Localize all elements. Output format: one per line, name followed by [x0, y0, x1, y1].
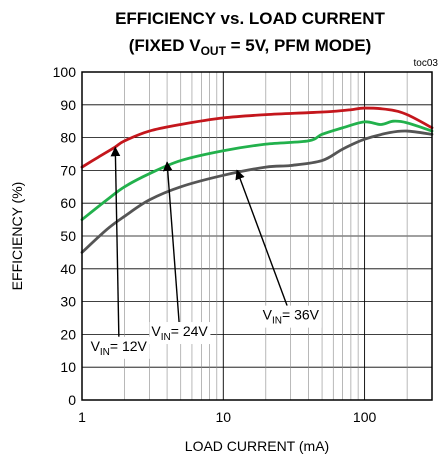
series-line-vin-36v — [80, 129, 434, 254]
y-tick-label: 30 — [60, 294, 76, 310]
plot-frame — [81, 71, 433, 401]
annotation-suffix: = 36V — [282, 307, 320, 323]
annotation-prefix: V — [151, 323, 161, 339]
y-axis-label: EFFICIENCY (%) — [9, 182, 25, 291]
y-tick-label: 40 — [60, 261, 76, 277]
x-tick-label: 100 — [353, 409, 377, 425]
subtitle-prefix: (FIXED V — [129, 36, 201, 55]
y-tick-label: 50 — [60, 228, 76, 244]
annotation-subscript: IN — [272, 316, 282, 327]
y-tick-label: 10 — [60, 359, 76, 375]
annotation-background — [149, 322, 211, 345]
chart-subtitle: (FIXED VOUT = 5V, PFM MODE) — [129, 36, 371, 58]
y-tick-label: 70 — [60, 162, 76, 178]
annotation-prefix: V — [91, 338, 101, 354]
subtitle-subscript: OUT — [201, 44, 227, 58]
series-line-vin-12v — [80, 106, 434, 169]
annotation-prefix: V — [263, 307, 273, 323]
x-tick-label: 1 — [78, 409, 86, 425]
y-tick-label: 60 — [60, 195, 76, 211]
y-tick-label: 20 — [60, 326, 76, 342]
annotation-label: VIN= 24V — [151, 323, 208, 343]
annotation-label: VIN= 12V — [91, 338, 148, 358]
x-axis-label: LOAD CURRENT (mA) — [185, 438, 329, 454]
annotation-subscript: IN — [100, 347, 110, 358]
y-tick-label: 90 — [60, 97, 76, 113]
figure-tag: toc03 — [414, 58, 438, 69]
annotation-arrow — [235, 169, 288, 306]
annotation-background — [88, 336, 150, 359]
x-tick-label: 10 — [216, 409, 232, 425]
chart-title: EFFICIENCY vs. LOAD CURRENT — [115, 9, 385, 28]
annotation-arrow — [110, 146, 121, 337]
annotation-suffix: = 24V — [171, 323, 209, 339]
annotation-subscript: IN — [161, 332, 171, 343]
annotation-arrow — [162, 161, 180, 323]
annotation-background — [260, 305, 322, 328]
y-tick-label: 0 — [68, 392, 76, 408]
y-tick-label: 80 — [60, 130, 76, 146]
subtitle-suffix: = 5V, PFM MODE) — [226, 36, 371, 55]
series-line-vin-24v — [80, 119, 434, 221]
annotation-label: VIN= 36V — [263, 307, 320, 327]
y-tick-label: 100 — [53, 64, 77, 80]
annotation-suffix: = 12V — [110, 338, 148, 354]
data-curves — [80, 106, 434, 254]
